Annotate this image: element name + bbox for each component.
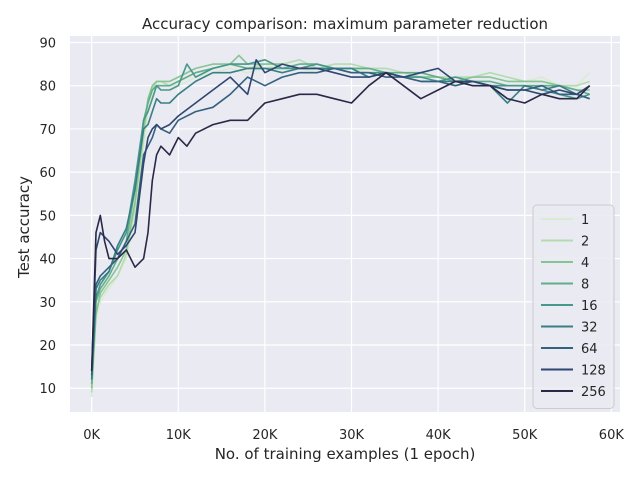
x-tick-label: 40K — [426, 428, 452, 443]
legend-label: 2 — [581, 235, 589, 250]
legend-label: 1 — [581, 213, 589, 228]
y-tick-label: 60 — [39, 166, 56, 181]
x-tick-label: 30K — [339, 428, 365, 443]
y-tick-label: 50 — [39, 209, 56, 224]
legend: 1 2 4 8 16 32 64 128 256 — [532, 204, 615, 409]
chart-title: Accuracy comparison: maximum parameter r… — [142, 15, 548, 33]
series-line-4 — [90, 54, 590, 389]
series-line-256 — [90, 71, 591, 371]
legend-label: 32 — [581, 321, 598, 336]
y-tick-label: 90 — [39, 36, 56, 51]
x-tick-label: 50K — [512, 428, 538, 443]
x-axis-label: No. of training examples (1 epoch) — [215, 445, 476, 463]
y-tick-label: 30 — [39, 296, 56, 311]
y-axis-label: Test accuracy — [15, 176, 33, 279]
legend-label: 8 — [581, 278, 589, 293]
x-tick-label: 20K — [252, 428, 278, 443]
x-tick-label: 10K — [166, 428, 192, 443]
legend-box — [532, 204, 615, 409]
series-line-128 — [90, 59, 591, 371]
axis-ticks: 0K 10K 20K 30K 40K 50K 60K 10 20 30 40 50 60 70 80 90 — [39, 36, 624, 443]
x-tick-label: 60K — [599, 428, 625, 443]
y-tick-label: 70 — [39, 123, 56, 138]
y-tick-label: 20 — [39, 339, 56, 354]
legend-label: 128 — [581, 364, 606, 379]
series-lines — [90, 54, 591, 397]
y-tick-label: 10 — [39, 382, 56, 397]
legend-label: 4 — [581, 256, 589, 271]
plot-area — [70, 36, 620, 412]
y-tick-label: 40 — [39, 253, 56, 268]
legend-label: 64 — [581, 342, 598, 357]
legend-label: 16 — [581, 299, 598, 314]
x-tick-label: 0K — [83, 428, 100, 443]
legend-label: 256 — [581, 385, 606, 400]
y-tick-label: 80 — [39, 80, 56, 95]
